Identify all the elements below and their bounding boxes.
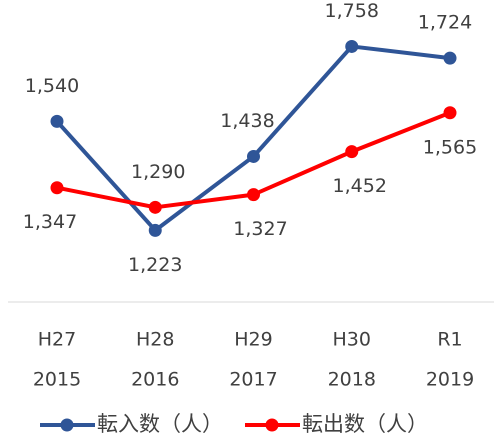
data-point	[247, 149, 260, 163]
x-tick-label: R1	[437, 329, 462, 351]
data-label: 1,452	[333, 175, 387, 197]
legend-marker	[60, 418, 74, 432]
data-point	[148, 200, 162, 214]
data-label: 1,327	[233, 218, 287, 240]
legend-marker	[265, 418, 279, 432]
data-point	[148, 223, 162, 237]
x-tick-label: 2017	[229, 369, 277, 391]
data-label: 1,758	[325, 0, 379, 22]
x-tick-label: H30	[333, 329, 371, 351]
data-point	[345, 145, 359, 159]
data-point	[443, 106, 457, 120]
x-tick-label: H29	[234, 329, 272, 351]
x-tick-label: 2015	[33, 369, 81, 391]
data-point	[50, 181, 64, 195]
data-point	[50, 114, 64, 128]
x-tick-label: H27	[38, 329, 76, 351]
data-label: 1,290	[131, 161, 185, 183]
data-label: 1,438	[220, 110, 274, 132]
x-tick-label: H28	[136, 329, 174, 351]
data-label: 1,565	[423, 136, 477, 158]
data-point	[443, 51, 457, 65]
data-label: 1,540	[25, 75, 79, 97]
series-line	[55, 44, 451, 233]
data-point	[247, 188, 260, 202]
x-tick-label: 2019	[426, 369, 474, 391]
data-label: 1,223	[128, 254, 182, 276]
x-tick-label: 2018	[328, 369, 376, 391]
data-label: 1,347	[23, 211, 77, 233]
legend-label: 転入数（人）	[97, 412, 223, 436]
data-label: 1,724	[418, 12, 472, 34]
x-tick-label: 2016	[131, 369, 179, 391]
data-point	[345, 39, 359, 53]
legend-label: 転出数（人）	[302, 412, 428, 436]
